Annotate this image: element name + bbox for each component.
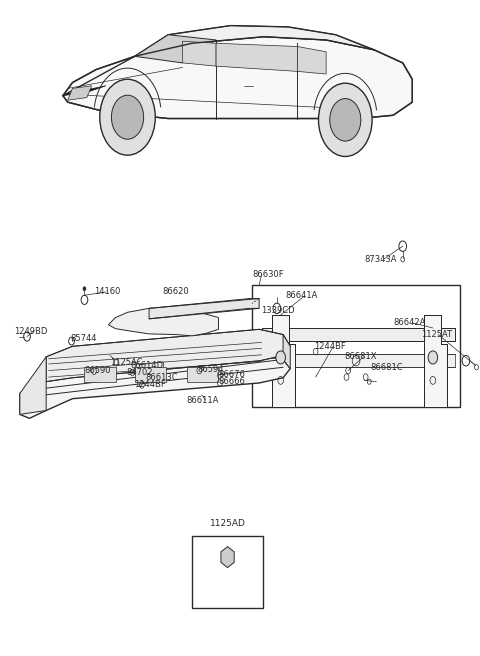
Text: 1244BF: 1244BF [134,380,166,390]
Polygon shape [63,86,106,96]
Text: 86681X: 86681X [344,352,377,361]
Polygon shape [63,37,412,119]
Text: 86611A: 86611A [186,396,219,405]
Polygon shape [135,26,374,56]
Text: 86620: 86620 [162,287,189,296]
Polygon shape [298,47,326,74]
Circle shape [276,351,286,364]
Text: 86641A: 86641A [286,291,318,300]
Circle shape [83,287,86,291]
Polygon shape [20,356,290,419]
Polygon shape [221,546,234,567]
Polygon shape [46,329,290,382]
Bar [252,285,460,407]
Polygon shape [182,41,216,66]
Circle shape [319,83,372,157]
Polygon shape [216,43,298,72]
Polygon shape [108,308,218,336]
Text: 1125AD: 1125AD [210,520,245,528]
Bar [84,367,116,382]
Text: 86613C: 86613C [145,373,178,382]
Polygon shape [149,298,259,319]
Polygon shape [262,328,456,341]
Polygon shape [262,354,456,367]
Text: 86676: 86676 [218,370,245,379]
Text: 1125AC: 1125AC [110,358,142,367]
Bar [192,536,263,608]
Text: 87343A: 87343A [364,255,397,264]
Text: 86594: 86594 [197,365,223,375]
Circle shape [428,351,438,364]
Circle shape [100,79,156,155]
Polygon shape [283,335,290,369]
Polygon shape [135,35,216,63]
Circle shape [111,95,144,139]
Circle shape [330,98,361,141]
Polygon shape [140,362,163,374]
Text: 86614D: 86614D [130,361,163,370]
Polygon shape [424,315,447,407]
Polygon shape [20,357,46,415]
Bar [135,367,166,382]
Text: 1244BF: 1244BF [314,342,346,351]
Text: 86681C: 86681C [370,363,403,372]
Text: 86590: 86590 [84,366,111,375]
Text: 1249BD: 1249BD [14,327,48,336]
Text: 85744: 85744 [70,334,96,343]
Text: 1125AT: 1125AT [421,330,452,339]
Polygon shape [68,86,92,100]
Text: 86642A: 86642A [393,318,426,327]
Bar [187,367,218,382]
Text: 86666: 86666 [218,377,245,386]
Text: 14160: 14160 [94,287,120,297]
Text: 1339CD: 1339CD [262,306,295,316]
Polygon shape [272,315,295,407]
Text: 86630F: 86630F [252,270,284,279]
Text: 84702: 84702 [126,368,153,377]
